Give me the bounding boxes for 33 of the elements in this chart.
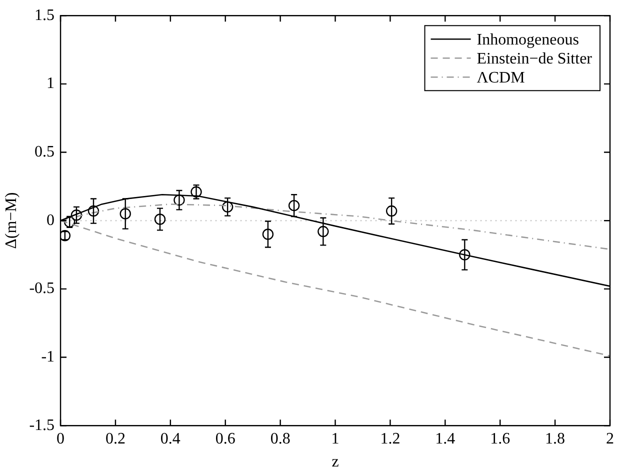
point (222, 201, 234, 213)
point (120, 208, 131, 220)
point (154, 214, 166, 225)
y-tick-label: 0 (46, 212, 55, 229)
y-tick-label: -0.5 (29, 280, 55, 298)
x-tick-label: 1.8 (545, 430, 566, 448)
point (459, 249, 470, 260)
point (386, 205, 398, 217)
y-tick-label: -1.5 (29, 416, 55, 434)
x-tick-label: 0.4 (160, 430, 180, 448)
legend-label: Einstein−de Sitter (476, 50, 593, 68)
y-axis-title: Δ(m−M) (2, 192, 20, 249)
legend-label: ΛCDM (476, 69, 525, 86)
point (318, 226, 329, 238)
x-tick-label: 2 (606, 430, 614, 448)
x-axis-title: z (332, 454, 339, 471)
point (88, 205, 100, 217)
x-tick-label: 1.4 (435, 430, 456, 448)
x-tick-label: 0.2 (105, 430, 126, 448)
x-tick-label: 1.6 (490, 430, 510, 448)
y-tick-label: -1 (41, 348, 55, 366)
y-tick-label: 1 (46, 75, 55, 92)
point (288, 200, 300, 212)
x-tick-label: 0.8 (270, 430, 290, 448)
x-tick-label: 1.2 (380, 430, 400, 448)
x-tick-label: 0.6 (215, 430, 236, 448)
point (174, 194, 185, 206)
point (262, 228, 274, 240)
legend-label: Inhomogeneous (476, 31, 579, 48)
y-tick-label: 0.5 (34, 143, 55, 160)
x-tick-label: 1 (331, 430, 340, 448)
point (70, 210, 82, 221)
y-tick-label: 1.5 (34, 6, 55, 24)
